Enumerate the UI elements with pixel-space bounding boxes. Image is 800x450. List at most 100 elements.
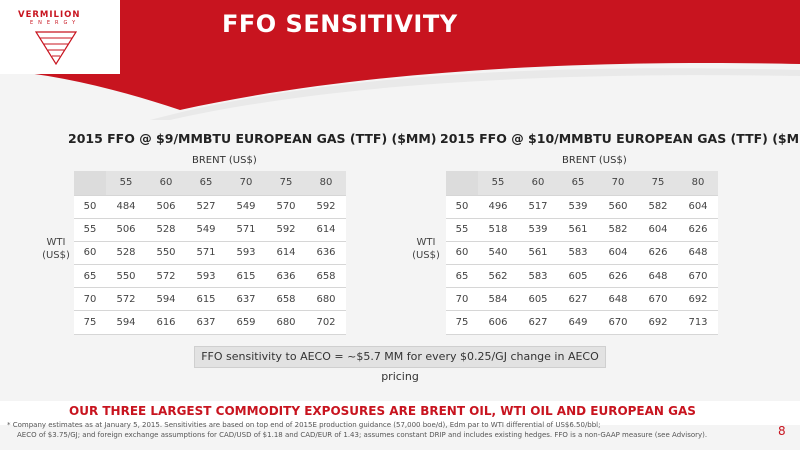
ffo-value-cell: 550	[106, 264, 146, 289]
ffo-value-cell: 658	[266, 287, 306, 312]
brent-header-cell: 55	[478, 171, 518, 196]
page-title: FFO SENSITIVITY	[222, 10, 458, 38]
table-row: 55 518 539 561 582 604 626	[446, 218, 718, 242]
ffo-value-cell: 550	[146, 241, 186, 266]
ffo-value-cell: 484	[106, 195, 146, 219]
brent-header-cell: 75	[638, 171, 678, 196]
ffo-value-cell: 539	[558, 195, 598, 219]
ffo-value-cell: 636	[306, 241, 346, 266]
ffo-value-cell: 670	[598, 310, 638, 335]
ffo-value-cell: 582	[598, 218, 638, 242]
wti-value-cell: 75	[74, 310, 106, 335]
wti-value-cell: 75	[446, 310, 478, 335]
ffo-value-cell: 615	[226, 264, 266, 289]
wti-value-cell: 65	[446, 264, 478, 289]
ffo-value-cell: 594	[146, 287, 186, 312]
ffo-value-cell: 539	[518, 218, 558, 242]
table-row: 60 540 561 583 604 626 648	[446, 241, 718, 266]
ffo-value-cell: 692	[638, 310, 678, 335]
brent-header-cell: 65	[558, 171, 598, 196]
wti-label-line-1: WTI	[416, 237, 436, 248]
ffo-value-cell: 572	[146, 264, 186, 289]
footnote: * Company estimates as at January 5, 201…	[7, 420, 767, 440]
table-row: 70 584 605 627 648 670 692	[446, 287, 718, 312]
brent-header-cell: 80	[678, 171, 718, 196]
table-row: 75 594 616 637 659 680 702	[74, 310, 346, 335]
ffo-value-cell: 506	[146, 195, 186, 219]
ffo-value-cell: 561	[518, 241, 558, 266]
ffo-value-cell: 605	[518, 287, 558, 312]
ffo-value-cell: 713	[678, 310, 718, 335]
table-row: 50 484 506 527 549 570 592	[74, 195, 346, 219]
ffo-value-cell: 592	[306, 195, 346, 219]
ffo-value-cell: 637	[186, 310, 226, 335]
ffo-value-cell: 518	[478, 218, 518, 242]
company-logo: VERMILION ENERGY	[0, 0, 120, 74]
ffo-value-cell: 570	[266, 195, 306, 219]
ffo-value-cell: 648	[598, 287, 638, 312]
ffo-value-cell: 606	[478, 310, 518, 335]
ffo-value-cell: 592	[266, 218, 306, 242]
aeco-sensitivity-note: FFO sensitivity to AECO = ~$5.7 MM for e…	[194, 346, 606, 383]
ffo-value-cell: 627	[558, 287, 598, 312]
ffo-value-cell: 594	[106, 310, 146, 335]
tagline: OUR THREE LARGEST COMMODITY EXPOSURES AR…	[69, 404, 696, 418]
header-row: 55 60 65 70 75 80	[446, 171, 718, 196]
ffo-value-cell: 549	[226, 195, 266, 219]
brent-axis-label-10: BRENT (US$)	[562, 155, 627, 166]
logo-name: VERMILION	[18, 10, 81, 20]
logo-subtitle: ENERGY	[30, 20, 81, 26]
wti-value-cell: 70	[446, 287, 478, 312]
ffo-value-cell: 561	[558, 218, 598, 242]
table-row: 70 572 594 615 637 658 680	[74, 287, 346, 312]
ffo-value-cell: 670	[638, 287, 678, 312]
brent-header-cell: 70	[226, 171, 266, 196]
brent-header-cell: 55	[106, 171, 146, 196]
header-row: 55 60 65 70 75 80	[74, 171, 346, 196]
corner-cell	[74, 171, 106, 196]
table-title-9: 2015 FFO @ $9/MMBTU EUROPEAN GAS (TTF) (…	[68, 131, 437, 146]
table-row: 60 528 550 571 593 614 636	[74, 241, 346, 266]
ffo-value-cell: 604	[678, 195, 718, 219]
brent-axis-label-9: BRENT (US$)	[192, 155, 257, 166]
corner-cell	[446, 171, 478, 196]
ffo-value-cell: 549	[186, 218, 226, 242]
ffo-value-cell: 615	[186, 287, 226, 312]
ffo-value-cell: 614	[306, 218, 346, 242]
ffo-value-cell: 527	[186, 195, 226, 219]
table-row: 75 606 627 649 670 692 713	[446, 310, 718, 335]
wti-axis-label-9: WTI (US$)	[36, 236, 76, 262]
table-row: 65 550 572 593 615 636 658	[74, 264, 346, 289]
ffo-value-cell: 593	[226, 241, 266, 266]
footnote-line-1: * Company estimates as at January 5, 201…	[7, 421, 601, 429]
ffo-value-cell: 571	[226, 218, 266, 242]
ffo-value-cell: 506	[106, 218, 146, 242]
wti-value-cell: 50	[74, 195, 106, 219]
ffo-value-cell: 702	[306, 310, 346, 335]
ffo-value-cell: 604	[598, 241, 638, 266]
ffo-value-cell: 636	[266, 264, 306, 289]
ffo-value-cell: 583	[518, 264, 558, 289]
wti-label-line-2: (US$)	[412, 250, 440, 261]
ffo-value-cell: 540	[478, 241, 518, 266]
wti-value-cell: 70	[74, 287, 106, 312]
table-body: 55 60 65 70 75 80 50 496 517 539 560 582 604 55 518 539…	[446, 171, 718, 335]
brent-header-cell: 65	[186, 171, 226, 196]
ffo-value-cell: 572	[106, 287, 146, 312]
ffo-value-cell: 692	[678, 287, 718, 312]
table-row: 55 506 528 549 571 592 614	[74, 218, 346, 242]
wti-value-cell: 60	[74, 241, 106, 266]
wti-label-line-2: (US$)	[42, 250, 70, 261]
ffo-value-cell: 496	[478, 195, 518, 219]
wti-value-cell: 60	[446, 241, 478, 266]
ffo-value-cell: 528	[146, 218, 186, 242]
ffo-value-cell: 649	[558, 310, 598, 335]
table-row: 50 496 517 539 560 582 604	[446, 195, 718, 219]
footer-band	[0, 401, 800, 425]
header-bar	[0, 0, 800, 58]
ffo-value-cell: 626	[638, 241, 678, 266]
wti-axis-label-10: WTI (US$)	[406, 236, 446, 262]
ffo-value-cell: 648	[678, 241, 718, 266]
wti-value-cell: 65	[74, 264, 106, 289]
